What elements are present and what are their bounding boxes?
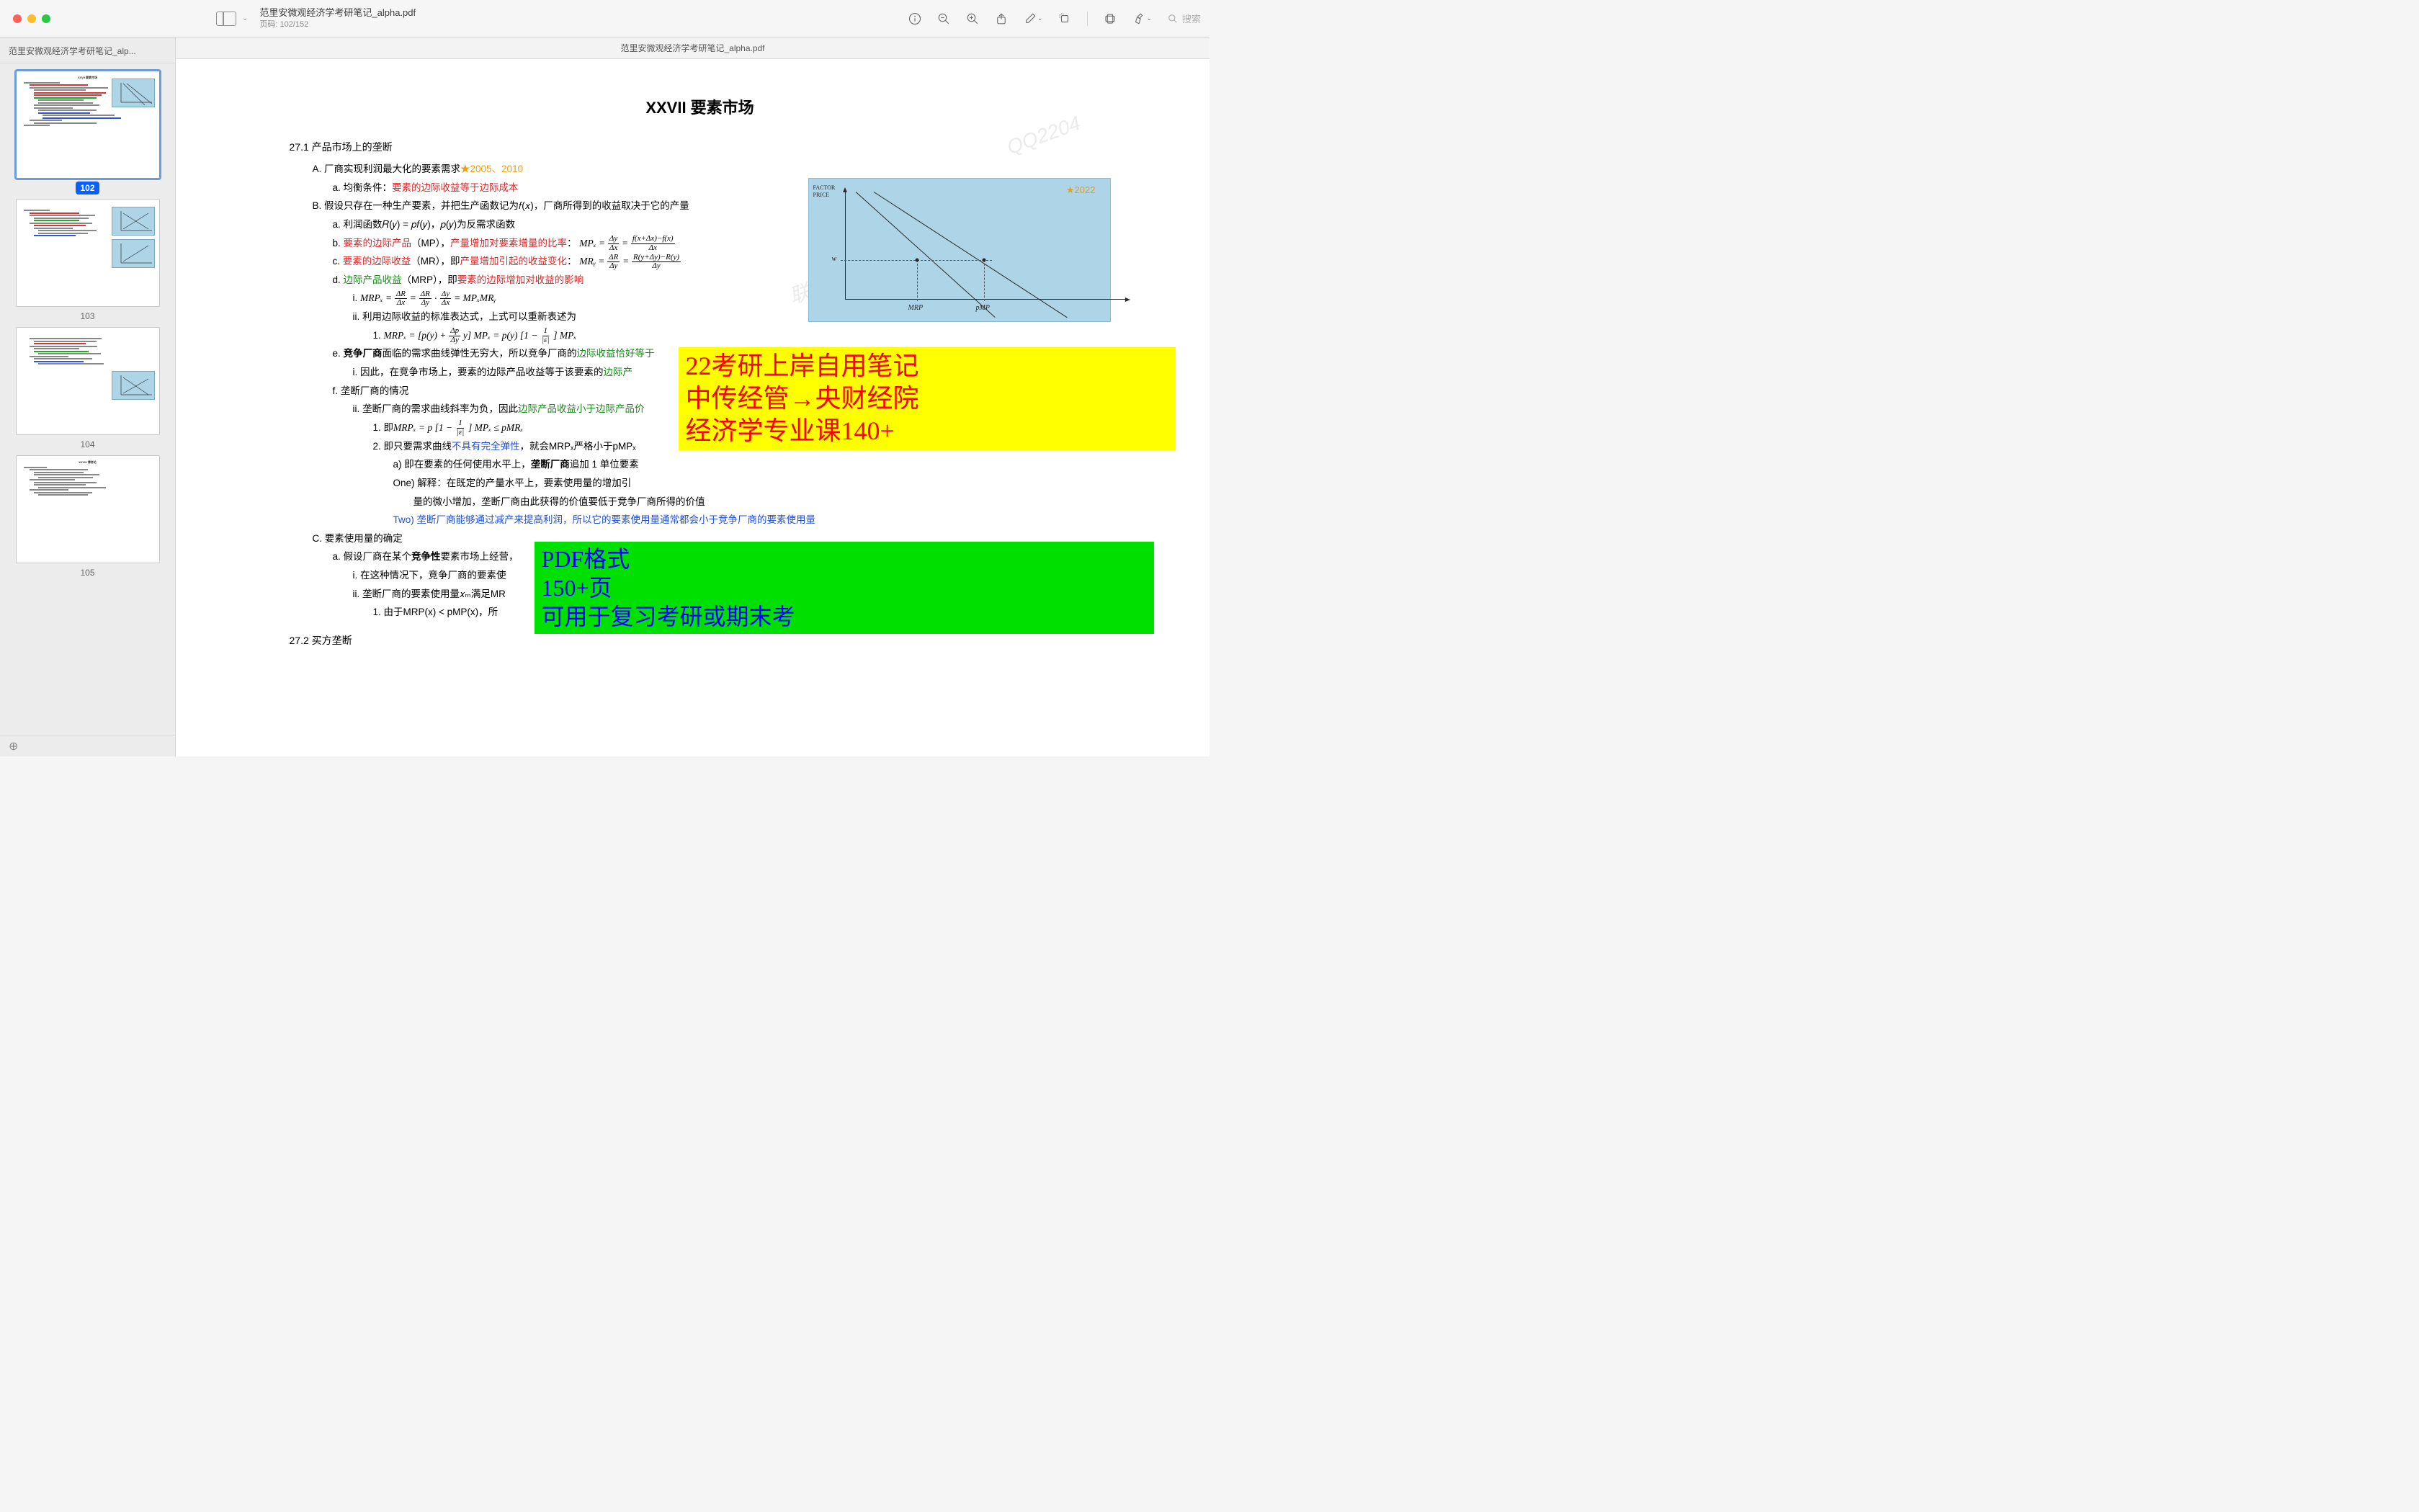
sidebar-tab[interactable]: 范里安微观经济学考研笔记_alp... [0,37,175,63]
search-placeholder: 搜索 [1182,12,1201,25]
toolbar-right: ⌄ ⌄ 搜索 [908,12,1201,26]
thumbnail-102[interactable]: XXVII 要素市场 [16,71,160,194]
chevron-down-icon[interactable]: ⌄ [242,14,248,22]
thumbnail-104[interactable]: 104 [16,327,160,451]
page-title: XXVII 要素市场 [290,95,1111,118]
toggle-sidebar-icon[interactable] [216,12,236,26]
share-icon[interactable] [995,12,1008,25]
close-button[interactable] [13,14,22,23]
overlay-green: PDF格式 150+页 可用于复习考研或期末考 [535,542,1154,634]
rotate-icon[interactable] [1058,12,1071,25]
section-heading: 27.1 产品市场上的垄断 [290,140,1111,154]
section-heading: 27.2 买方垄断 [290,633,1111,648]
crop-icon[interactable] [1104,12,1117,25]
overlay-yellow: 22考研上岸自用笔记 中传经管→央财经院 经济学专业课140+ [679,347,1176,450]
zoom-in-icon[interactable] [966,12,979,25]
title-block: 范里安微观经济学考研笔记_alpha.pdf 页码: 102/152 [259,7,416,30]
document-header: 范里安微观经济学考研笔记_alpha.pdf [176,37,1210,59]
search-icon [1168,14,1178,24]
traffic-lights [9,14,50,23]
highlight-icon[interactable]: ⌄ [1132,12,1152,25]
toolbar-left: ⌄ 范里安微观经济学考研笔记_alpha.pdf 页码: 102/152 [216,7,416,30]
add-icon[interactable]: ⊕ [9,739,18,753]
factor-price-chart: ★2022 FACTOR PRICE w [808,178,1111,322]
toolbar-separator [1087,12,1088,26]
page-indicator: 页码: 102/152 [259,19,416,30]
fullscreen-button[interactable] [42,14,50,23]
body-area: 范里安微观经济学考研笔记_alp... XXVII 要素市场 [0,37,1210,756]
sidebar: 范里安微观经济学考研笔记_alp... XXVII 要素市场 [0,37,176,756]
app-window: ⌄ 范里安微观经济学考研笔记_alpha.pdf 页码: 102/152 ⌄ ⌄… [0,0,1210,756]
main-content: 范里安微观经济学考研笔记_alpha.pdf QQ2204 联系 XXVII 要… [176,37,1210,756]
thumbnail-105[interactable]: XXVIII 博弈论 [16,455,160,579]
markup-icon[interactable]: ⌄ [1024,12,1043,25]
minimize-button[interactable] [27,14,36,23]
pdf-page: QQ2204 联系 XXVII 要素市场 27.1 产品市场上的垄断 A. 厂商… [246,59,1140,756]
info-icon[interactable] [908,12,921,25]
document-title: 范里安微观经济学考研笔记_alpha.pdf [259,7,416,19]
sidebar-footer: ⊕ [0,735,175,756]
titlebar: ⌄ 范里安微观经济学考研笔记_alpha.pdf 页码: 102/152 ⌄ ⌄… [0,0,1210,37]
thumbnail-103[interactable]: 103 [16,199,160,323]
zoom-out-icon[interactable] [937,12,950,25]
thumbnail-list[interactable]: XXVII 要素市场 [0,63,175,735]
document-scroll[interactable]: QQ2204 联系 XXVII 要素市场 27.1 产品市场上的垄断 A. 厂商… [176,59,1210,756]
search-box[interactable]: 搜索 [1168,12,1201,25]
